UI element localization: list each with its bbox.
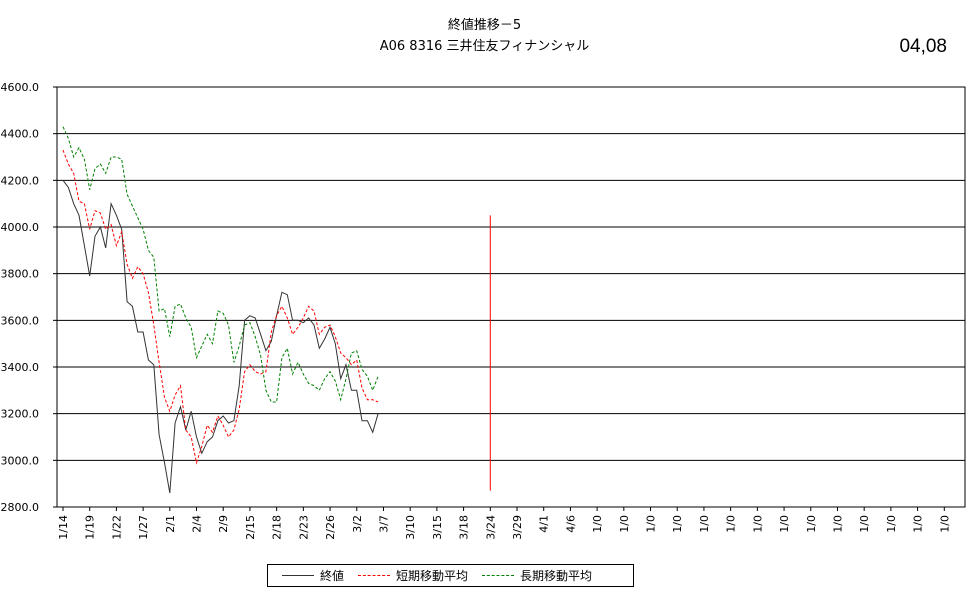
x-tick-label: 2/26 [324,515,337,540]
legend-label-long-ma: 長期移動平均 [520,569,593,583]
x-tick-label: 1/0 [725,515,738,533]
x-tick-label: 3/15 [431,515,444,540]
legend-swatch-long-ma [482,575,515,576]
series-lines [62,126,379,494]
x-tick-label: 1/0 [591,515,604,533]
x-tick-label: 1/22 [110,515,123,540]
x-tick-label: 2/4 [191,515,204,533]
y-tick-label: 3400.0 [1,361,40,374]
plot-frame [56,86,966,508]
x-tick-label: 1/27 [137,515,150,540]
x-tick-label: 1/19 [84,515,97,540]
x-tick-label: 1/0 [885,515,898,533]
x-tick-label: 2/9 [217,515,230,533]
x-tick-label: 2/18 [271,515,284,540]
y-tick-label: 3000.0 [1,454,40,467]
legend-swatch-close [282,575,314,576]
x-tick-label: 4/6 [564,515,577,533]
y-tick-label: 4200.0 [1,174,40,187]
x-tick-label: 1/0 [938,515,951,533]
x-tick-label: 1/0 [831,515,844,533]
y-tick-label: 4600.0 [1,81,40,94]
legend-swatch-short-ma [358,575,391,576]
x-tick-label: 3/24 [484,515,497,540]
y-tick-label: 3600.0 [1,314,40,327]
x-tick-label: 1/0 [912,515,925,533]
legend-item-short-ma: 短期移動平均 [358,567,468,584]
legend-label-short-ma: 短期移動平均 [396,569,469,583]
y-tick-label: 4400.0 [1,128,40,141]
x-tick-label: 1/0 [698,515,711,533]
y-tick-label: 4000.0 [1,221,40,234]
x-tick-label: 3/29 [511,515,524,540]
x-tick-label: 2/15 [244,515,257,540]
legend-label-close: 終値 [320,569,345,583]
x-tick-label: 3/18 [458,515,471,540]
chart-title: 終値推移－5 [447,18,522,33]
x-tick-labels: 1/14 1/19 1/22 1/27 2/1 2/4 2/9 2/15 2/18 2/23 2/2… [57,507,951,540]
y-tick-label: 3800.0 [1,268,40,281]
legend-item-long-ma: 長期移動平均 [482,567,592,584]
x-tick-label: 1/0 [805,515,818,533]
x-tick-label: 2/1 [164,515,177,533]
x-tick-label: 1/0 [671,515,684,533]
x-tick-label: 3/7 [377,515,390,533]
y-tick-label: 2800.0 [1,501,40,514]
x-tick-label: 1/0 [751,515,764,533]
x-tick-label: 1/0 [778,515,791,533]
x-tick-label: 1/14 [57,515,70,540]
series-close-line [62,179,379,494]
legend: 終値 短期移動平均 長期移動平均 [267,564,634,587]
series-long-ma-line [62,126,379,403]
plot-area [56,86,966,508]
chart-subtitle: A06 8316 三井住友フィナンシャル [379,39,590,54]
legend-item-close: 終値 [282,567,344,584]
x-tick-label: 2/23 [297,515,310,540]
grid-lines [57,86,965,508]
x-tick-label: 1/0 [645,515,658,533]
x-tick-label: 3/10 [404,515,417,540]
x-tick-label: 1/0 [858,515,871,533]
y-tick-labels: 2800.0 3000.0 3200.0 3400.0 3600.0 3800.0 4000… [1,81,57,514]
series-short-ma-line [62,149,379,465]
corner-code: 04,08 [899,36,947,57]
x-tick-label: 1/0 [618,515,631,533]
x-tick-label: 4/1 [538,515,551,533]
y-tick-label: 3200.0 [1,408,40,421]
x-tick-label: 3/2 [351,515,364,533]
